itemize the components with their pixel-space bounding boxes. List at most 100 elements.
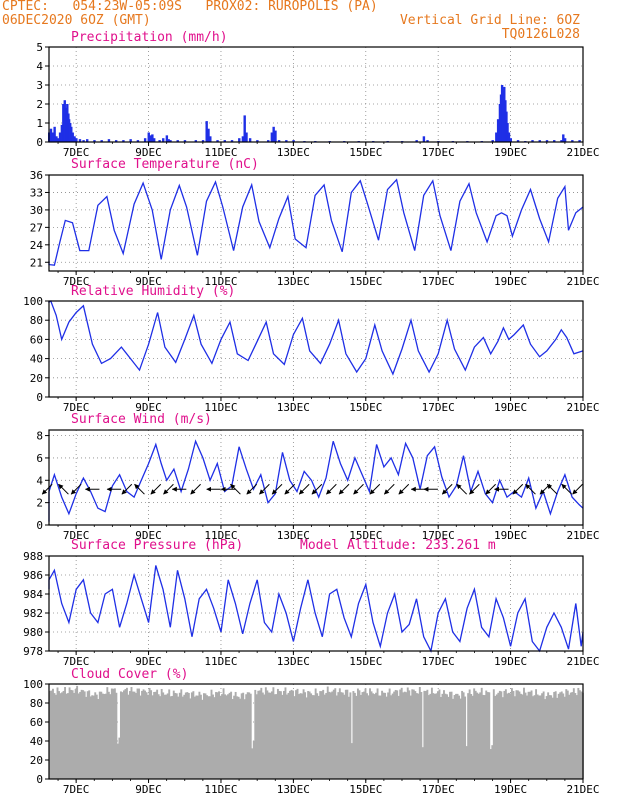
cloud-bar [278,690,281,779]
cloud-bar [207,696,210,779]
precip-bar [509,138,512,142]
cloud-bar [565,689,568,779]
cloud-bar [557,693,560,779]
x-tick-label: 19DEC [494,275,527,288]
cloud-bar [328,691,331,779]
x-tick-label: 17DEC [422,146,455,159]
precip-bar [491,140,494,142]
cloud-bar [148,687,151,779]
x-tick-label: 13DEC [277,655,310,668]
cloud-bar [287,692,290,779]
cloud-bar [70,689,73,779]
cloud-bar [545,696,548,779]
y-tick-label: 20 [30,372,43,385]
cloud-bar [233,695,236,779]
cloud-bar [177,696,180,779]
cloud-bar [338,688,341,779]
cloud-bar [325,692,328,779]
cloud-bar [178,692,181,779]
cloud-bar [562,693,565,779]
precip-bar [285,140,288,142]
wind-arrow [190,483,201,495]
wind-arrow [134,483,145,495]
panel-5: 0 20 40 60 80 100 7DEC 9DEC 11DEC 13DEC 15DEC 17DEC… [23,667,599,796]
cloud-bar [82,690,85,779]
panel-title: Surface Wind (m/s) [71,412,212,427]
x-tick-label: 13DEC [277,275,310,288]
cloud-bar [59,693,62,779]
x-tick-label: 21DEC [566,783,599,796]
cloud-bar [58,691,60,779]
x-tick-label: 15DEC [349,783,382,796]
precip-bar [82,140,85,142]
x-tick-label: 21DEC [566,275,599,288]
cloud-bar [187,692,190,779]
cloud-bar [332,689,335,779]
cloud-bar [286,694,288,779]
cloud-bar [435,693,438,779]
wind-arrow [121,483,133,495]
precip-bar [241,136,245,142]
header-grid-info: Vertical Grid Line: 6OZ [399,13,580,28]
cloud-bar [85,696,88,779]
y-tick-label: 982 [23,607,43,620]
cloud-bar [363,691,365,779]
cloud-bar [379,695,382,779]
cloud-bar [421,747,424,779]
y-tick-label: 80 [30,697,43,710]
panel-annotation: Model Altitude: 233.261 m [300,538,496,553]
cloud-bar [572,688,575,779]
wind-arrow [163,483,174,495]
cloud-bar [186,692,189,779]
precip-bar [248,138,252,142]
panel-title: Precipitation (mm/h) [71,30,228,45]
cloud-bar [142,689,145,779]
cloud-bar [139,695,142,779]
wind-arrow [150,483,162,495]
cloud-bar [190,692,193,779]
y-tick-label: 5 [36,41,43,54]
cloud-bar [382,692,385,779]
precip-bar [93,140,96,142]
wind-arrow [384,483,395,495]
precip-bar [562,134,565,142]
cloud-bar [350,743,353,779]
x-tick-label: 13DEC [277,783,310,796]
cloud-bar [196,695,199,779]
cloud-bar [61,692,63,779]
y-tick-label: 60 [30,333,43,346]
cloud-bar [195,695,198,779]
cloud-bar [180,689,183,779]
cloud-bar [289,690,291,779]
cloud-bar [532,696,535,779]
precip-bar [256,140,259,142]
cloud-bar [79,691,82,779]
y-tick-label: 100 [23,678,43,691]
cloud-bar [470,694,473,779]
cloud-bar [577,687,580,779]
wind-arrow [41,483,53,495]
cloud-bar [393,691,396,779]
cloud-bar [486,692,489,779]
y-tick-label: 36 [30,169,43,182]
cloud-bar [112,688,115,779]
header-model-id: TQ0126L028 [501,27,580,42]
cloud-bar [453,695,456,779]
precip-bar [114,140,118,142]
cloud-bar [418,686,421,779]
precip-bar [78,139,82,142]
cloud-bar [71,690,74,779]
cloud-bar [467,693,470,779]
x-tick-label: 9DEC [135,529,162,542]
cloud-bar [264,687,267,779]
wind-arrow [353,483,364,495]
precip-bar [277,140,281,142]
cloud-bar [206,695,208,779]
cloud-bar [276,688,279,779]
precip-bar [122,140,125,142]
y-tick-label: 8 [36,430,43,443]
y-tick-label: 30 [30,204,43,217]
cloud-bar [52,688,54,779]
cloud-bar [103,694,106,779]
plot-area [49,430,583,525]
